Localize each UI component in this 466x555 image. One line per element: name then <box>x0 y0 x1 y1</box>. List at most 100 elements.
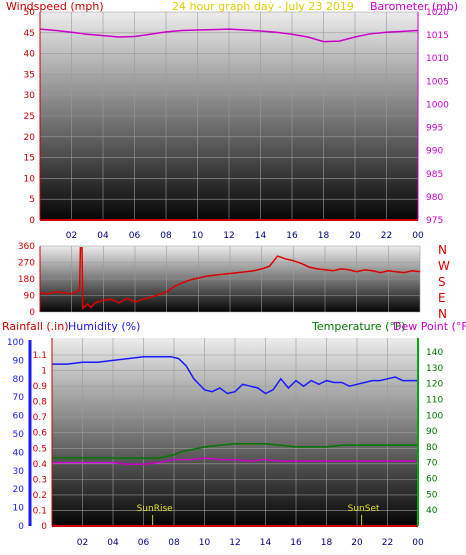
barometer-tick-label: 980 <box>426 193 443 203</box>
x-tick-label: 18 <box>318 231 330 241</box>
barometer-tick-label: 975 <box>426 216 443 226</box>
temperature-tick-label: 120 <box>426 380 443 390</box>
x-tick-label: 18 <box>321 538 333 548</box>
temperature-axis-title: Temperature (°F) <box>311 320 406 333</box>
direction-tick-label: 0 <box>29 308 35 318</box>
barometer-tick-label: 1020 <box>426 8 449 18</box>
barometer-tick-label: 1000 <box>426 100 449 110</box>
direction-tick-label: 180 <box>18 275 35 285</box>
x-tick-label: 10 <box>192 231 204 241</box>
direction-series-line <box>39 247 421 310</box>
sun-annotations: SunRise SunSet <box>137 504 380 526</box>
windspeed-tick-label: 20 <box>24 133 36 143</box>
x-tick-label: 02 <box>77 538 88 548</box>
x-tick-label: 12 <box>229 538 240 548</box>
x-tick-label: 14 <box>255 231 267 241</box>
x-tick-label: 00 <box>412 538 424 548</box>
sunrise-annotation: SunRise <box>137 504 174 514</box>
direction-tick-label: 360 <box>18 242 35 252</box>
humidity-series-line <box>52 355 418 395</box>
x-tick-label: 22 <box>381 231 392 241</box>
wind-barometer-series <box>39 28 419 221</box>
temperature-tick-label: 100 <box>426 411 443 421</box>
compass-letter: N <box>438 243 447 257</box>
rainfall-axis-title: Rainfall (.in) <box>2 320 69 333</box>
humidity-tick-label: 50 <box>13 430 25 440</box>
humidity-temperature-grid <box>52 338 419 527</box>
x-tick-label: 12 <box>223 231 234 241</box>
x-tick-label: 02 <box>66 231 77 241</box>
wind-direction-series <box>39 247 421 310</box>
rainfall-tick-label: 0.2 <box>33 491 47 501</box>
barometer-series-line <box>39 28 419 43</box>
rainfall-tick-label: 0.3 <box>33 475 47 485</box>
direction-tick-label: 270 <box>18 259 35 269</box>
humidity-tick-label: 90 <box>13 356 25 366</box>
windspeed-tick-label: 45 <box>24 29 35 39</box>
windspeed-tick-labels: 0 5 10 15 20 25 30 35 40 45 50 <box>24 8 36 226</box>
rainfall-tick-label: 0.6 <box>33 429 48 439</box>
x-tick-label: 16 <box>286 231 298 241</box>
humidity-tick-label: 10 <box>13 504 25 514</box>
humidity-tick-label: 40 <box>13 448 25 458</box>
graph-date-title: 24 hour graph day - July 23 2019 <box>172 0 354 13</box>
temperature-tick-label: 130 <box>426 364 443 374</box>
temperature-series-line <box>52 442 418 459</box>
rainfall-tick-labels: 0 0.1 0.2 0.3 0.4 0.5 0.6 0.7 0.8 0.9 1 1.1 <box>33 351 48 532</box>
x-tick-label: 06 <box>129 231 141 241</box>
x-tick-label: 10 <box>199 538 211 548</box>
x-tick-label: 04 <box>97 231 109 241</box>
humidity-tick-label: 70 <box>13 393 25 403</box>
direction-tick-labels: 0 90 180 270 360 <box>18 242 35 318</box>
x-tick-label: 16 <box>290 538 302 548</box>
windspeed-tick-label: 15 <box>24 154 35 164</box>
rainfall-tick-label: 1.1 <box>33 351 47 361</box>
temperature-tick-label: 50 <box>426 490 438 500</box>
windspeed-tick-label: 40 <box>24 50 36 60</box>
windspeed-tick-label: 25 <box>24 112 35 122</box>
wind-barometer-x-tick-labels: 02 04 06 08 10 12 14 16 18 20 22 00 <box>66 231 424 241</box>
temperature-tick-label: 40 <box>426 506 438 516</box>
humidity-temperature-series <box>52 355 418 527</box>
rainfall-tick-label: 0.4 <box>33 460 48 470</box>
windspeed-tick-label: 5 <box>29 195 35 205</box>
x-tick-label: 00 <box>412 231 424 241</box>
x-tick-label: 22 <box>382 538 393 548</box>
temperature-tick-label: 140 <box>426 348 443 358</box>
humidity-tick-label: 30 <box>13 467 25 477</box>
direction-tick-label: 90 <box>24 292 36 302</box>
barometer-tick-label: 1010 <box>426 54 449 64</box>
x-tick-label: 08 <box>160 231 172 241</box>
wind-direction-grid <box>40 245 421 313</box>
x-tick-label: 06 <box>138 538 150 548</box>
barometer-tick-label: 1005 <box>426 77 449 87</box>
windspeed-axis-title: Windspeed (mph) <box>6 0 104 13</box>
x-tick-label: 08 <box>168 538 180 548</box>
rainfall-tick-label: 0.5 <box>33 444 47 454</box>
humidity-tick-label: 20 <box>13 485 25 495</box>
rainfall-tick-label: 0.9 <box>33 382 48 392</box>
rainfall-tick-label: 0.1 <box>33 506 47 516</box>
compass-letter: E <box>438 291 446 305</box>
humidity-tick-label: 100 <box>7 338 24 348</box>
compass-letter: N <box>438 307 447 321</box>
rainfall-tick-label: 0.8 <box>33 398 48 408</box>
rainfall-tick-label: 1 <box>41 367 47 377</box>
windspeed-tick-label: 50 <box>24 8 36 18</box>
compass-letter: W <box>438 259 450 273</box>
barometer-tick-label: 985 <box>426 170 443 180</box>
windspeed-tick-label: 0 <box>29 216 35 226</box>
sunset-annotation: SunSet <box>348 504 380 514</box>
temperature-tick-label: 70 <box>426 459 438 469</box>
windspeed-tick-label: 10 <box>24 174 36 184</box>
x-tick-label: 04 <box>107 538 119 548</box>
humidity-tick-labels: 0 10 20 30 40 50 60 70 80 90 100 <box>7 338 24 532</box>
temperature-tick-label: 110 <box>426 395 443 405</box>
humidity-axis-title: Humidity (%) <box>68 320 140 333</box>
barometer-axis-title: Barometer (mb) <box>370 0 458 13</box>
